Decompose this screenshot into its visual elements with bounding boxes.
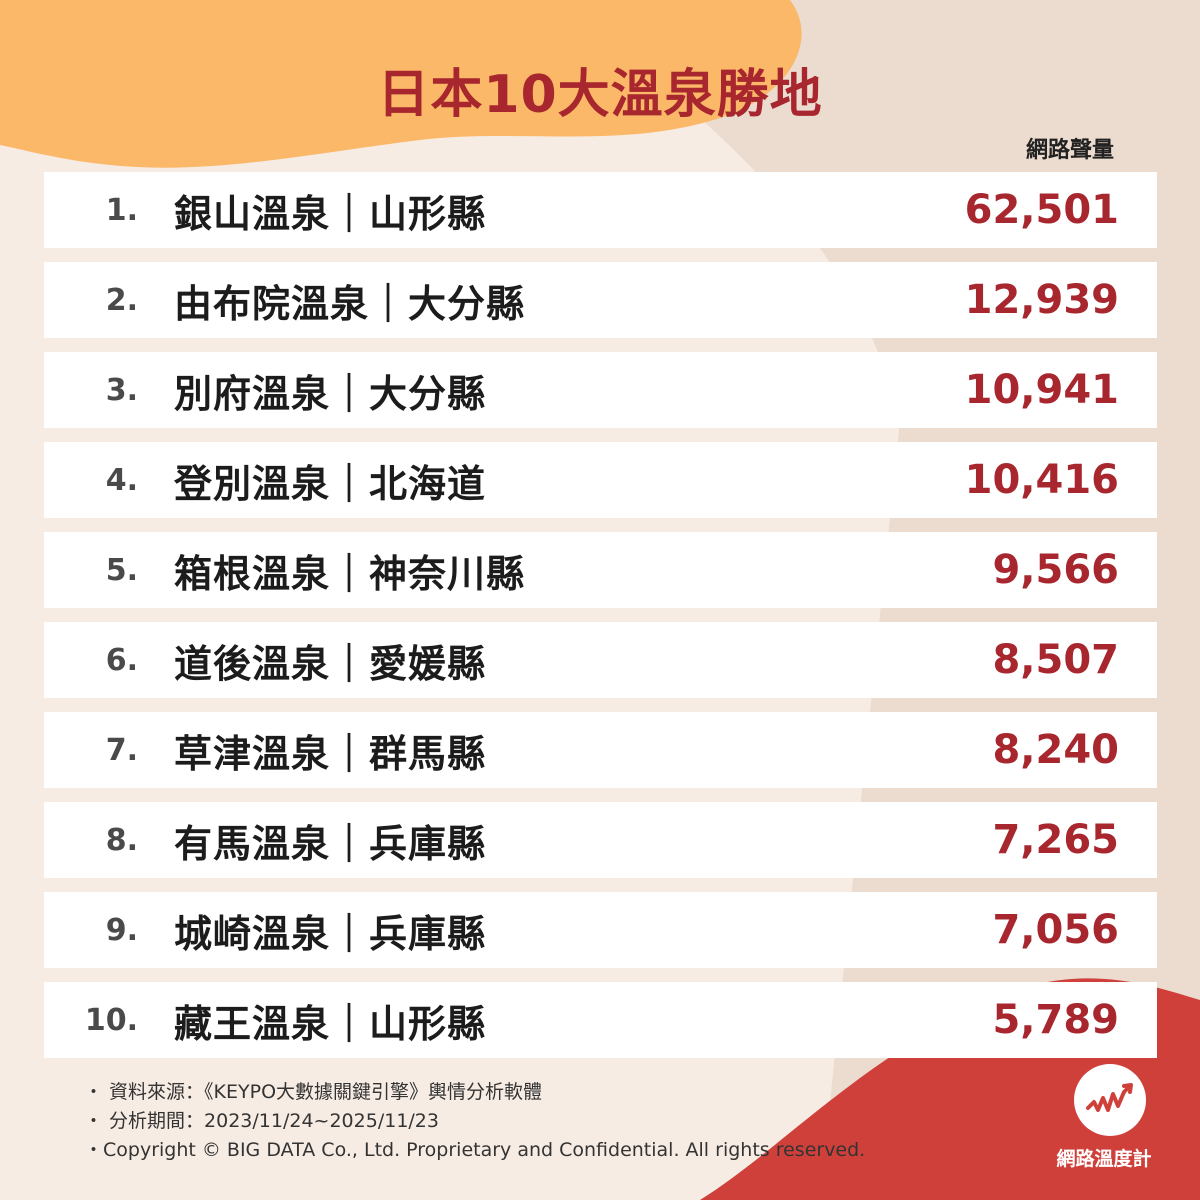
volume-value: 10,416 bbox=[964, 457, 1119, 503]
rank-number: 7. bbox=[105, 732, 138, 768]
volume-value: 7,056 bbox=[992, 907, 1119, 953]
list-item: 10. 藏王溫泉｜山形縣 5,789 bbox=[44, 982, 1157, 1058]
period-note: ・ 分析期間：2023/11/24~2025/11/23 bbox=[84, 1110, 439, 1132]
list-item: 8. 有馬溫泉｜兵庫縣 7,265 bbox=[44, 802, 1157, 878]
rank-number: 8. bbox=[105, 822, 138, 858]
volume-value: 5,789 bbox=[992, 997, 1119, 1043]
spa-name: 藏王溫泉｜山形縣 bbox=[174, 1001, 487, 1046]
rank-number: 9. bbox=[105, 912, 138, 948]
list-item: 3. 別府溫泉｜大分縣 10,941 bbox=[44, 352, 1157, 428]
spa-name: 城崎溫泉｜兵庫縣 bbox=[174, 911, 487, 956]
ranking-list: 1. 銀山溫泉｜山形縣 62,501 2. 由布院溫泉｜大分縣 12,939 3… bbox=[44, 172, 1157, 1072]
rank-number: 3. bbox=[105, 372, 138, 408]
rank-number: 2. bbox=[105, 282, 138, 318]
volume-value: 8,507 bbox=[992, 637, 1119, 683]
spa-name: 由布院溫泉｜大分縣 bbox=[174, 281, 526, 326]
page-title: 日本10大溫泉勝地 bbox=[377, 65, 823, 125]
rank-number: 4. bbox=[105, 462, 138, 498]
spa-name: 道後溫泉｜愛媛縣 bbox=[174, 641, 487, 686]
pulse-wave-icon bbox=[1074, 1064, 1146, 1136]
volume-value: 9,566 bbox=[992, 547, 1119, 593]
volume-value: 62,501 bbox=[964, 187, 1119, 233]
spa-name: 有馬溫泉｜兵庫縣 bbox=[174, 821, 487, 866]
list-item: 9. 城崎溫泉｜兵庫縣 7,056 bbox=[44, 892, 1157, 968]
volume-value: 12,939 bbox=[964, 277, 1119, 323]
spa-name: 登別溫泉｜北海道 bbox=[174, 461, 487, 506]
rank-number: 5. bbox=[105, 552, 138, 588]
brand-logo: 網路溫度計 bbox=[1056, 1064, 1158, 1171]
rank-number: 6. bbox=[105, 642, 138, 678]
rank-number: 10. bbox=[84, 1002, 138, 1038]
column-header: 網路聲量 bbox=[1025, 138, 1114, 163]
source-note: ・ 資料來源：《KEYPO大數據關鍵引擎》輿情分析軟體 bbox=[84, 1081, 543, 1103]
spa-name: 箱根溫泉｜神奈川縣 bbox=[174, 551, 526, 596]
volume-value: 8,240 bbox=[992, 727, 1119, 773]
spa-name: 別府溫泉｜大分縣 bbox=[174, 371, 487, 416]
list-item: 1. 銀山溫泉｜山形縣 62,501 bbox=[44, 172, 1157, 248]
list-item: 4. 登別溫泉｜北海道 10,416 bbox=[44, 442, 1157, 518]
spa-name: 銀山溫泉｜山形縣 bbox=[174, 191, 487, 236]
spa-name: 草津溫泉｜群馬縣 bbox=[174, 731, 487, 776]
list-item: 7. 草津溫泉｜群馬縣 8,240 bbox=[44, 712, 1157, 788]
footer-notes: ・ 資料來源：《KEYPO大數據關鍵引擎》輿情分析軟體 ・ 分析期間：2023/… bbox=[84, 1078, 865, 1165]
volume-value: 10,941 bbox=[964, 367, 1119, 413]
list-item: 2. 由布院溫泉｜大分縣 12,939 bbox=[44, 262, 1157, 338]
copyright-note: ・Copyright © BIG DATA Co., Ltd. Propriet… bbox=[84, 1139, 866, 1161]
brand-name: 網路溫度計 bbox=[1056, 1148, 1152, 1170]
list-item: 5. 箱根溫泉｜神奈川縣 9,566 bbox=[44, 532, 1157, 608]
volume-value: 7,265 bbox=[992, 817, 1119, 863]
rank-number: 1. bbox=[105, 192, 138, 228]
list-item: 6. 道後溫泉｜愛媛縣 8,507 bbox=[44, 622, 1157, 698]
